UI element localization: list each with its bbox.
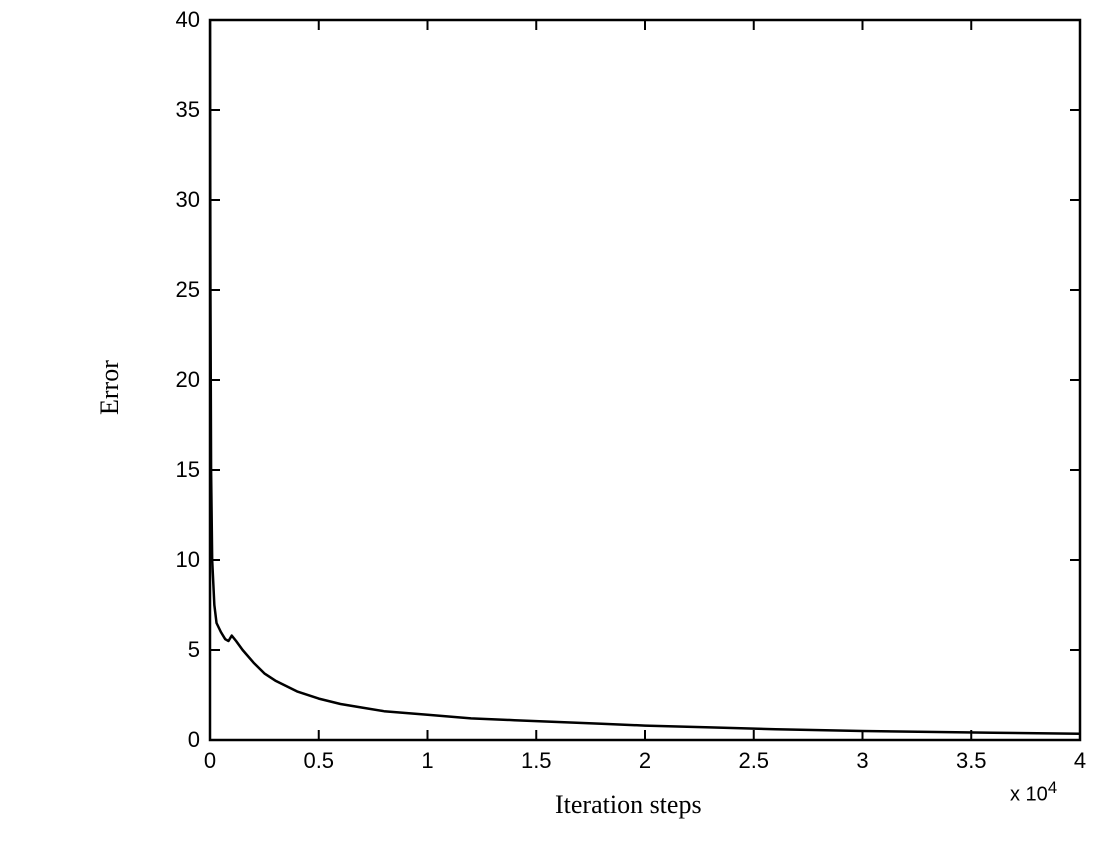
x-axis-label: Iteration steps	[555, 790, 702, 820]
y-tick-label: 30	[176, 187, 200, 213]
y-tick-label: 25	[176, 277, 200, 303]
x-tick-label: 4	[1060, 748, 1100, 774]
x-tick-label: 1	[408, 748, 448, 774]
y-tick-label: 5	[188, 637, 200, 663]
y-tick-label: 15	[176, 457, 200, 483]
y-tick-label: 10	[176, 547, 200, 573]
chart-svg	[0, 0, 1118, 850]
x-axis-exponent-prefix: x 10	[1010, 784, 1048, 806]
x-tick-label: 0	[190, 748, 230, 774]
y-tick-label: 20	[176, 367, 200, 393]
x-tick-label: 2	[625, 748, 665, 774]
y-tick-label: 40	[176, 7, 200, 33]
x-tick-label: 3.5	[951, 748, 991, 774]
y-axis-label: Error	[95, 360, 125, 415]
x-tick-label: 1.5	[516, 748, 556, 774]
plot-box	[210, 20, 1080, 740]
x-axis-exponent-power: 4	[1048, 778, 1057, 797]
x-tick-label: 3	[843, 748, 883, 774]
y-tick-label: 35	[176, 97, 200, 123]
x-tick-label: 0.5	[299, 748, 339, 774]
x-tick-label: 2.5	[734, 748, 774, 774]
x-axis-exponent: x 104	[1010, 778, 1057, 807]
